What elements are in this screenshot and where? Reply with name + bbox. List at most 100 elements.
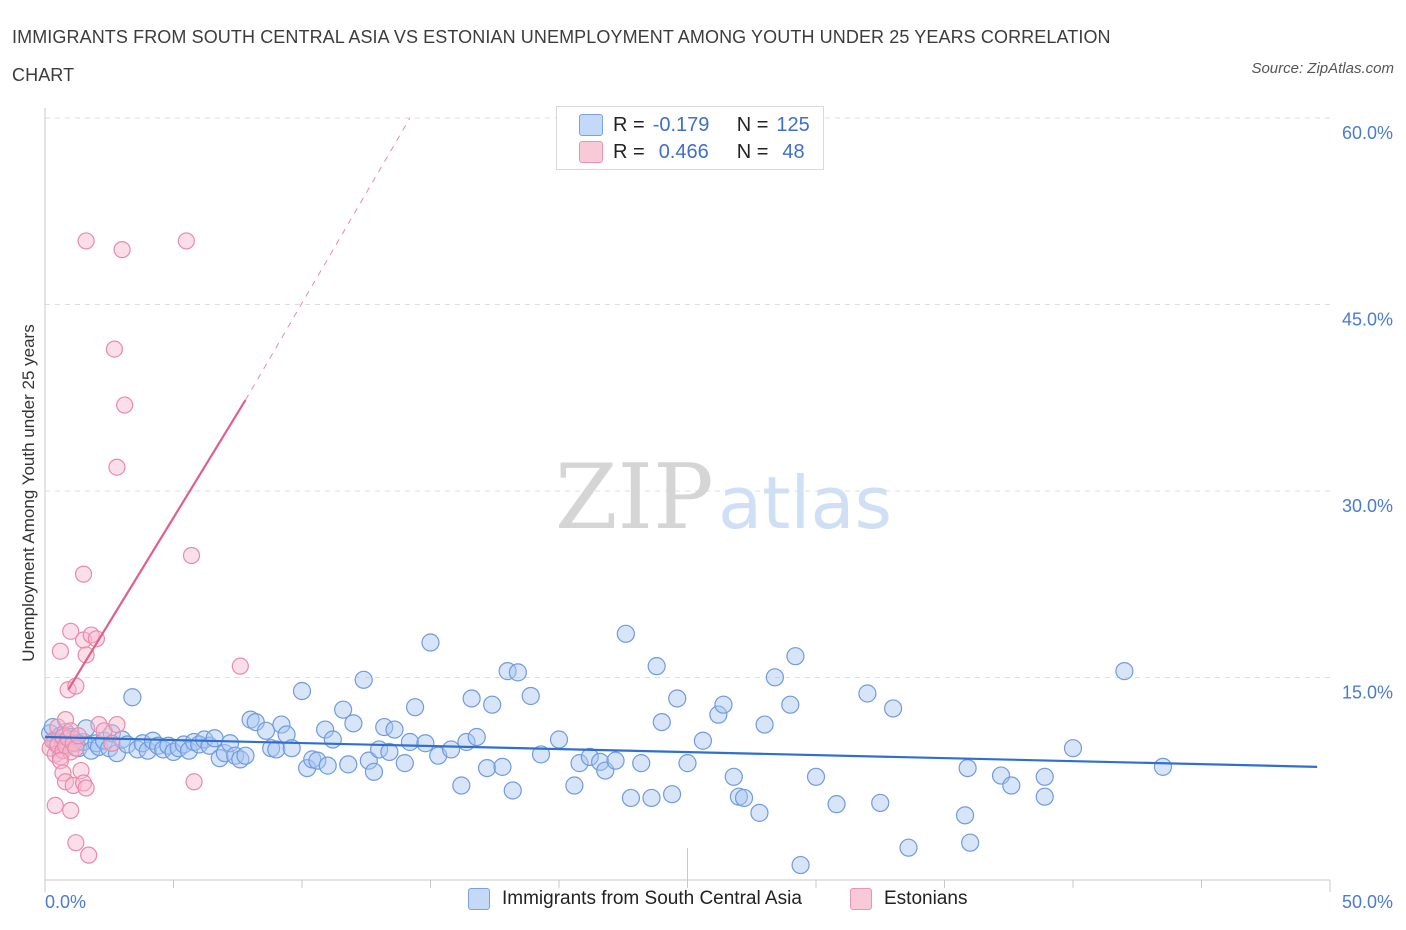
point-immigrants-86: [503, 781, 522, 800]
point-immigrants-83: [483, 695, 502, 714]
point-immigrants-94: [591, 752, 610, 771]
point-estonians-32: [77, 646, 95, 664]
point-immigrants-93: [580, 747, 599, 767]
point-immigrants-70: [385, 720, 404, 739]
correlation-legend: R = -0.179 N = 125 R = 0.466 N = 48: [556, 106, 824, 170]
point-immigrants-65: [359, 751, 378, 770]
trend-line-immigrants: [44, 735, 1318, 768]
point-estonians-47: [185, 773, 203, 791]
legend-swatch-pink: [579, 141, 603, 163]
point-immigrants-81: [467, 727, 486, 747]
point-immigrants-60: [323, 730, 342, 749]
y-tick-label-45: 45.0%: [1342, 310, 1393, 330]
point-estonians-22: [67, 834, 85, 852]
point-immigrants-90: [549, 730, 569, 749]
point-immigrants-89: [531, 745, 551, 764]
point-estonians-25: [77, 779, 95, 797]
trend-line-estonians: [67, 399, 247, 691]
point-immigrants-105: [678, 754, 697, 773]
point-estonians-8: [56, 711, 75, 729]
series-estonians-points: [41, 232, 249, 864]
x-tick-label-max: 50.0%: [1342, 892, 1393, 912]
y-tick-label-30: 30.0%: [1342, 496, 1393, 516]
point-immigrants-108: [714, 695, 733, 714]
point-immigrants-69: [380, 742, 399, 762]
series-legend-estonians: Estonians: [850, 888, 967, 910]
point-estonians-29: [51, 642, 70, 660]
point-immigrants-116: [786, 647, 805, 666]
point-immigrants-129: [1035, 787, 1054, 806]
point-immigrants-73: [405, 698, 425, 717]
axes: [44, 108, 1331, 892]
point-estonians-40: [105, 340, 123, 358]
point-immigrants-75: [421, 633, 440, 652]
point-immigrants-102: [652, 712, 671, 732]
legend-swatch-blue: [579, 114, 603, 136]
point-immigrants-80: [462, 689, 481, 708]
point-immigrants-78: [452, 776, 471, 795]
point-immigrants-117: [791, 855, 810, 875]
series-legend-immigrants-label: Immigrants from South Central Asia: [502, 888, 802, 909]
series-swatch-blue: [468, 888, 490, 910]
point-immigrants-122: [883, 699, 903, 718]
series-swatch-pink: [850, 888, 872, 910]
point-immigrants-77: [441, 740, 461, 759]
point-immigrants-39: [205, 729, 224, 748]
point-immigrants-114: [765, 668, 784, 687]
point-immigrants-26: [138, 741, 157, 760]
source-credit: Source: ZipAtlas.com: [1251, 60, 1394, 77]
legend-row-pink: R = 0.466 N = 48: [579, 139, 805, 165]
point-immigrants-97: [616, 624, 635, 643]
point-immigrants-51: [272, 715, 291, 734]
legend-pink-n-label: N =: [736, 140, 769, 163]
y-tick-label-15: 15.0%: [1342, 683, 1393, 703]
point-immigrants-104: [668, 689, 687, 708]
point-immigrants-66: [364, 762, 384, 781]
point-immigrants-112: [750, 803, 769, 822]
point-immigrants-115: [781, 695, 800, 714]
point-immigrants-50: [267, 740, 286, 759]
point-immigrants-113: [755, 715, 774, 734]
point-immigrants-45: [236, 746, 255, 765]
point-estonians-26: [80, 846, 98, 864]
point-immigrants-58: [316, 720, 335, 739]
point-immigrants-128: [1002, 776, 1021, 795]
point-estonians-24: [74, 774, 93, 792]
point-immigrants-120: [858, 684, 877, 703]
point-immigrants-71: [395, 754, 414, 773]
series-legend-immigrants: Immigrants from South Central Asia: [468, 888, 802, 910]
watermark-atlas: atlas: [718, 461, 892, 545]
point-immigrants-23: [123, 688, 142, 707]
point-immigrants-99: [632, 754, 651, 773]
point-immigrants-62: [339, 755, 358, 774]
legend-blue-n-label: N =: [736, 113, 769, 136]
point-immigrants-111: [734, 788, 754, 808]
x-tick-label-min: 0.0%: [45, 892, 86, 912]
point-estonians-41: [108, 458, 126, 476]
point-estonians-16: [46, 796, 64, 815]
legend-row-blue: R = -0.179 N = 125: [579, 112, 810, 138]
point-estonians-30: [62, 622, 80, 640]
point-immigrants-88: [521, 686, 540, 706]
point-immigrants-125: [961, 833, 980, 852]
point-estonians-34: [87, 630, 106, 648]
point-immigrants-123: [899, 838, 918, 857]
point-immigrants-91: [565, 776, 584, 795]
point-estonians-42: [116, 396, 134, 414]
point-immigrants-124: [955, 806, 975, 825]
point-immigrants-74: [416, 734, 435, 753]
point-estonians-20: [62, 801, 80, 819]
legend-pink-n-value: 48: [782, 140, 805, 163]
point-immigrants-84: [493, 757, 512, 776]
point-immigrants-106: [693, 731, 713, 750]
point-immigrants-131: [1063, 739, 1083, 758]
chart-title: IMMIGRANTS FROM SOUTH CENTRAL ASIA VS ES…: [12, 27, 1111, 85]
y-tick-label-60: 60.0%: [1342, 123, 1393, 143]
watermark: ZIP atlas: [555, 445, 892, 550]
legend-blue-r-label: R =: [613, 113, 645, 136]
trend-line-estonians-extended: [245, 117, 411, 401]
legend-blue-n-value: 125: [776, 113, 810, 136]
point-immigrants-121: [871, 793, 890, 813]
grid-lines: [45, 117, 1330, 678]
